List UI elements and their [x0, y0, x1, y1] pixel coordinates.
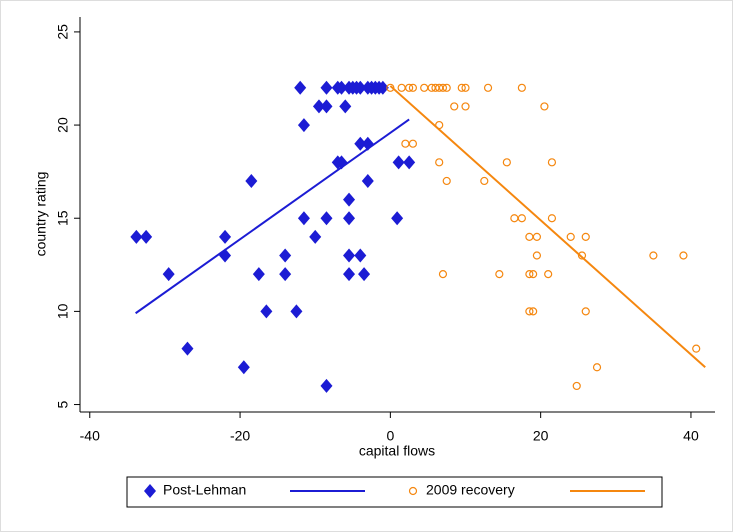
data-point — [335, 80, 348, 95]
data-point — [361, 173, 374, 188]
data-point — [290, 304, 303, 319]
data-point — [442, 176, 451, 186]
data-point — [457, 83, 466, 92]
data-point — [376, 80, 389, 95]
data-point — [309, 229, 322, 244]
data-point — [343, 248, 356, 263]
data-point — [339, 99, 352, 114]
x-tick-label: 40 — [683, 428, 699, 444]
x-axis-label: capital flows — [359, 443, 435, 459]
data-point — [529, 270, 538, 279]
data-point — [529, 307, 538, 316]
data-point — [525, 307, 534, 316]
data-point — [252, 267, 265, 282]
data-point — [297, 211, 310, 226]
y-tick-label: 5 — [55, 400, 71, 408]
data-point — [442, 83, 451, 92]
data-point — [320, 211, 333, 226]
data-point — [572, 381, 581, 391]
data-point — [354, 248, 367, 263]
data-point — [495, 270, 504, 279]
data-point — [480, 176, 489, 186]
data-point — [532, 232, 541, 241]
x-tick-label: 20 — [533, 428, 549, 444]
data-point — [219, 229, 232, 244]
data-point — [354, 80, 367, 95]
data-point — [140, 229, 153, 244]
data-point — [547, 214, 557, 223]
data-point — [343, 267, 356, 282]
data-point — [405, 83, 414, 92]
data-point — [581, 307, 590, 316]
data-point — [237, 360, 250, 375]
data-point — [312, 99, 325, 114]
y-tick-label: 20 — [55, 117, 71, 133]
x-tick-label: 0 — [386, 428, 394, 444]
data-point — [408, 83, 418, 92]
data-point — [435, 158, 444, 167]
y-tick-label: 10 — [55, 303, 71, 319]
y-tick-label: 15 — [55, 210, 71, 226]
data-point — [502, 158, 511, 167]
data-point — [461, 83, 470, 92]
data-point — [438, 83, 448, 92]
data-point — [566, 232, 575, 241]
data-point — [343, 211, 356, 226]
y-axis-label: country rating — [33, 172, 49, 257]
data-point — [245, 173, 258, 188]
data-point — [408, 139, 418, 148]
data-point — [358, 267, 371, 282]
data-point — [320, 378, 333, 393]
data-point — [391, 211, 404, 226]
data-point — [320, 80, 333, 95]
data-point — [130, 229, 143, 244]
data-point — [403, 155, 416, 170]
data-point — [297, 118, 310, 133]
data-point — [450, 102, 459, 111]
data-point — [162, 267, 175, 282]
data-point — [354, 136, 367, 151]
legend-label: 2009 recovery — [426, 482, 515, 498]
legend-label: Post-Lehman — [163, 482, 246, 498]
data-point — [517, 214, 526, 223]
data-point — [260, 304, 273, 319]
x-tick-label: -20 — [230, 428, 250, 444]
data-point — [517, 83, 526, 92]
data-point — [320, 99, 333, 114]
data-point — [679, 251, 688, 260]
data-point — [343, 192, 356, 207]
data-point — [649, 251, 658, 260]
data-point — [692, 344, 701, 353]
data-point — [540, 102, 549, 111]
data-point — [483, 83, 493, 92]
y-tick-label: 25 — [55, 24, 71, 40]
data-point — [532, 251, 541, 260]
data-point — [592, 363, 602, 372]
legend-swatch — [144, 484, 156, 498]
data-point — [547, 158, 557, 167]
data-point — [544, 270, 553, 279]
fit-line — [135, 118, 410, 315]
x-tick-label: -40 — [80, 428, 100, 444]
data-point — [461, 102, 470, 111]
data-point — [438, 270, 448, 279]
data-point — [577, 251, 587, 260]
data-point — [392, 155, 405, 170]
data-point — [279, 267, 292, 282]
data-point — [279, 248, 292, 263]
data-point — [294, 80, 307, 95]
legend-swatch — [408, 486, 418, 496]
data-point — [181, 341, 194, 356]
data-point — [525, 270, 534, 279]
fit-line — [389, 85, 706, 369]
data-point — [581, 232, 590, 241]
